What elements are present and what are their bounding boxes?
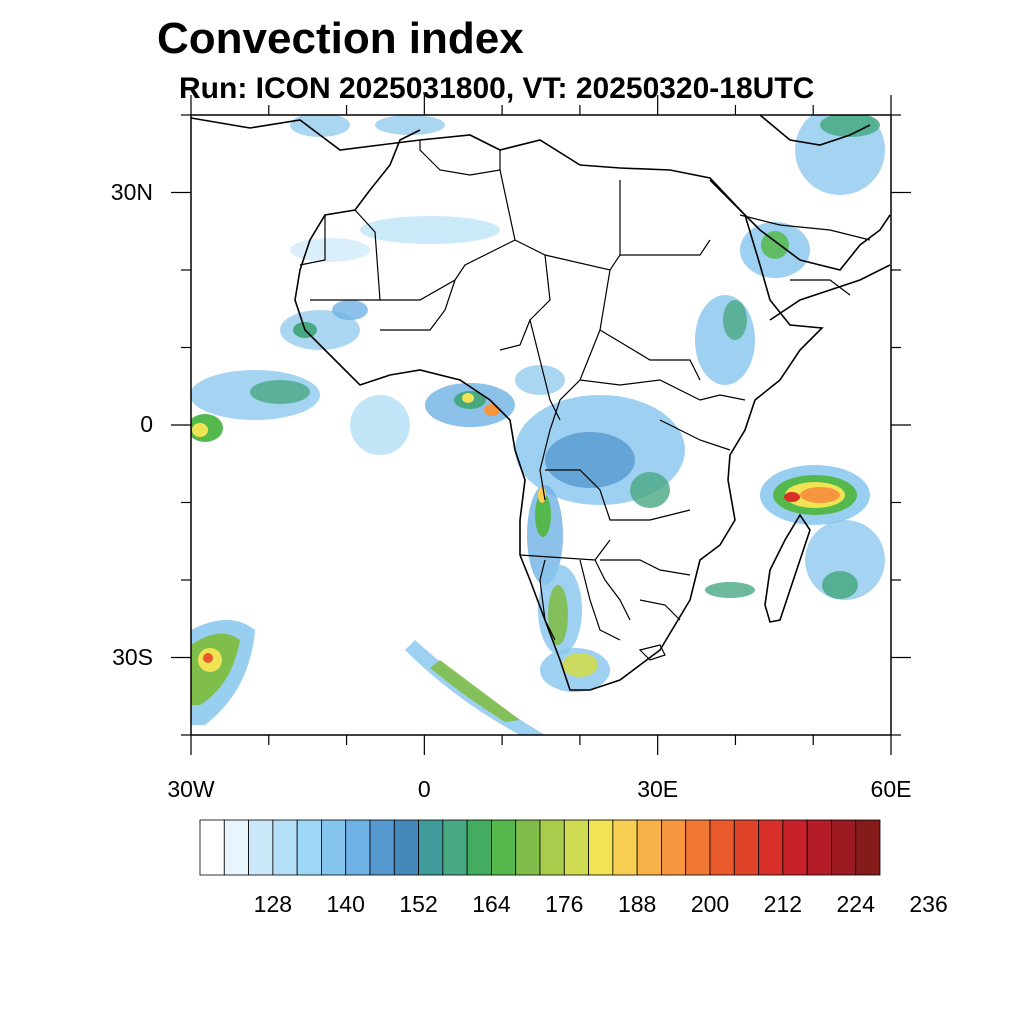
run-subtitle: Run: ICON 2025031800, VT: 20250320-18UTC [179,72,815,105]
colorbar-label: 200 [691,891,729,917]
colorbar-swatch [685,819,711,876]
colorbar-swatch [199,819,225,876]
colorbar-swatch [345,819,371,876]
axis-ticks [171,95,911,755]
colorbar-swatch [636,819,662,876]
latitude-label: 30S [112,643,153,670]
colorbar-swatch [758,819,784,876]
colorbar-swatch [466,819,492,876]
colorbar-swatch [855,819,881,876]
colorbar-swatch [806,819,832,876]
colorbar-label: 224 [837,891,876,917]
colorbar-swatch [369,819,395,876]
colorbar-swatch [539,819,565,876]
longitude-label: 0 [417,776,431,802]
colorbar-swatch [296,819,322,876]
longitude-label: 30E [637,776,679,802]
convection-field [191,115,885,735]
longitude-label: 30W [167,776,215,802]
colorbar-label: 140 [327,891,365,917]
colorbar-label: 176 [545,891,583,917]
colorbar-swatch [223,819,249,876]
colorbar-swatch [661,819,687,876]
colorbar-swatch [418,819,444,876]
colorbar-swatch [733,819,759,876]
colorbar-swatch [321,819,347,876]
colorbar-swatch [831,819,857,876]
colorbar-label: 236 [909,891,947,917]
colorbar-swatch [248,819,274,876]
colorbar-swatch [442,819,468,876]
colorbar: 128 140 152 164 176 188 200 212 224 236 [199,819,948,917]
colorbar-swatch [515,819,541,876]
colorbar-swatch [563,819,589,876]
colorbar-label: 212 [764,891,802,917]
latitude-label: 30N [110,178,153,205]
colorbar-swatch [588,819,614,876]
colorbar-label: 188 [618,891,656,917]
colorbar-label: 152 [399,891,437,917]
colorbar-swatch [393,819,419,876]
colorbar-label: 128 [254,891,292,917]
colorbar-swatch [612,819,638,876]
longitude-label: 60E [870,776,912,802]
colorbar-swatch [272,819,298,876]
country-borders [299,140,871,661]
latitude-label: 0 [140,411,153,437]
colorbar-swatch [782,819,808,876]
coastlines [191,115,891,691]
colorbar-label: 164 [472,891,511,917]
colorbar-swatch [491,819,517,876]
colorbar-swatch [709,819,735,876]
map-title: Convection index [157,14,524,63]
